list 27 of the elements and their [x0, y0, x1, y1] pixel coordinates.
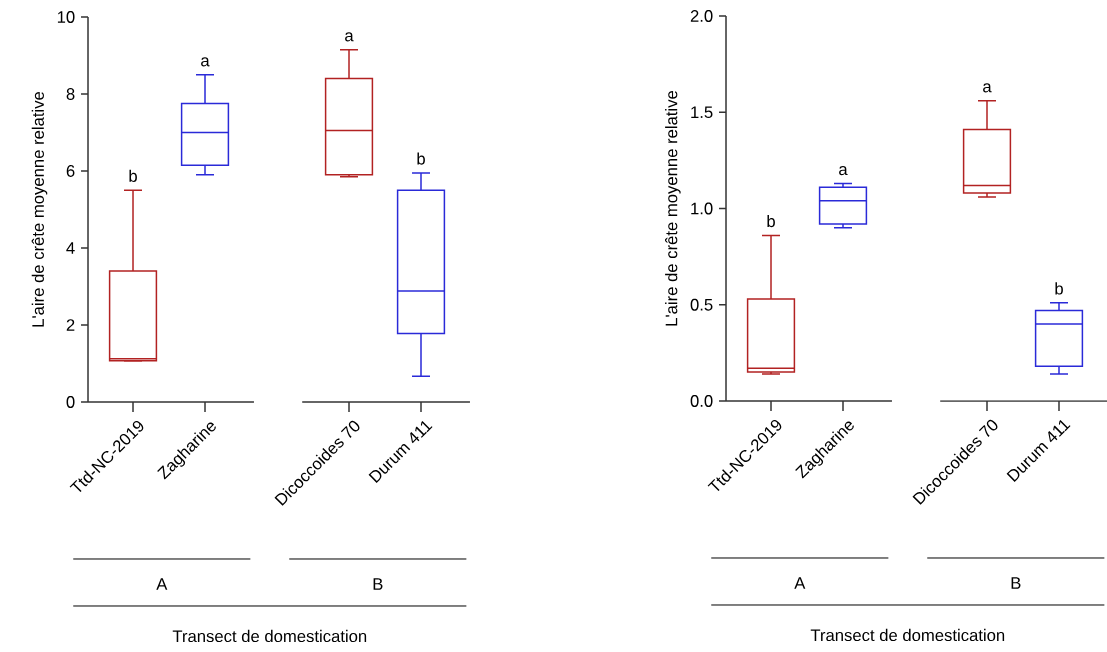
y-tick-label: 1.0 — [691, 202, 713, 215]
y-axis-title: L'aire de crête moyenne relative — [665, 90, 681, 326]
text: A — [156, 578, 168, 590]
annotation: a — [839, 166, 848, 176]
y-tick-label: 6 — [66, 165, 75, 177]
annotation: b — [417, 152, 425, 165]
annotation: b — [129, 169, 137, 182]
y-tick-label: 0 — [66, 396, 75, 408]
y-tick-label: 4 — [66, 242, 75, 254]
annotation: a — [345, 32, 354, 42]
x-axis-title: Transect de domestication — [810, 628, 1005, 642]
y-tick-label: 1.5 — [691, 106, 713, 119]
text: A — [794, 577, 806, 589]
y-axis-title: L'aire de crête moyenne relative — [31, 91, 48, 327]
annotation: b — [767, 214, 775, 228]
y-tick-label: 2.0 — [690, 10, 713, 22]
y-tick-label: 8 — [66, 88, 75, 100]
y-tick-label: 2 — [66, 319, 75, 331]
y-tick-label: 0.5 — [690, 298, 713, 311]
annotation: b — [1055, 282, 1063, 295]
y-tick-label: 10 — [57, 11, 75, 23]
annotation: a — [983, 83, 992, 93]
x-axis-title: Transect de domestication — [172, 629, 367, 643]
text: B — [1011, 577, 1021, 589]
annotation: a — [201, 57, 210, 67]
y-tick-label: 0.0 — [690, 395, 713, 407]
text: B — [373, 578, 383, 590]
